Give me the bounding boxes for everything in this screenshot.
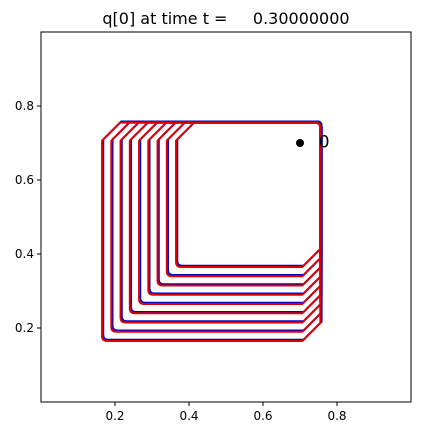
y-tick-label: 0.4 [15,247,34,261]
blue-contour-line [176,120,323,267]
y-tick-label: 0.2 [15,321,34,335]
y-axis-ticks: 0.2 0.4 0.6 0.8 [15,99,41,335]
contours-red [101,121,322,342]
red-contour-line [175,121,322,268]
x-tick-label: 0.8 [327,409,346,423]
x-tick-label: 0.4 [179,409,198,423]
contours-blue [102,120,323,341]
data-point-marker [296,139,304,147]
plot-frame [40,31,412,403]
x-axis-ticks: 0.2 0.4 0.6 0.8 [105,402,347,423]
point-annotation-label: 0 [319,133,330,153]
chart-title: q[0] at time t = 0.30000000 [102,9,349,28]
x-tick-label: 0.2 [105,409,124,423]
marker-layer: 0 [296,133,330,153]
y-tick-label: 0.6 [15,173,34,187]
x-tick-label: 0.6 [253,409,272,423]
y-tick-label: 0.8 [15,99,34,113]
